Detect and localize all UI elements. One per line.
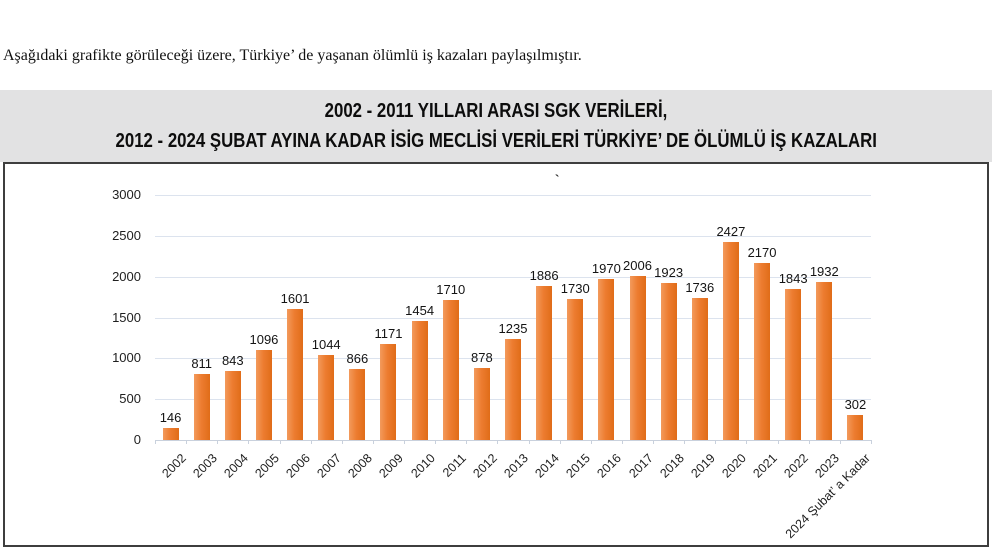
x-axis-tick [341, 440, 343, 444]
bar-2006 [287, 309, 304, 440]
x-axis-tick [186, 440, 188, 444]
data-label: 1970 [591, 261, 621, 277]
bar-2024 Şubat’ a Kadar [847, 415, 864, 440]
x-axis-tick [528, 440, 530, 444]
bar-2003 [193, 373, 210, 440]
data-label: 878 [471, 350, 493, 366]
y-tick-label: 1000 [112, 350, 141, 366]
data-label: 2170 [747, 244, 777, 260]
bar-2019 [691, 298, 708, 440]
data-label: 1932 [809, 264, 839, 280]
y-tick-label: 2500 [112, 227, 141, 243]
bar-2021 [754, 262, 771, 440]
x-axis-tick [248, 440, 250, 444]
x-axis-tick [217, 440, 219, 444]
bar-2005 [255, 350, 272, 440]
x-axis-tick [715, 440, 717, 444]
data-label: 302 [844, 397, 867, 413]
bar-2016 [598, 279, 615, 440]
y-tick-label: 500 [119, 391, 141, 407]
data-label: 1454 [405, 303, 435, 319]
data-label: 2427 [716, 223, 746, 239]
banner-title-line2: 2012 - 2024 ŞUBAT AYINA KADAR İSİG MECLİ… [115, 130, 877, 152]
bar-2002 [162, 428, 179, 440]
data-label: 1044 [311, 336, 341, 352]
x-axis-tick [653, 440, 655, 444]
bar-2007 [318, 354, 335, 440]
data-label: 866 [346, 351, 369, 367]
data-label: 811 [191, 355, 213, 371]
x-axis-tick [279, 440, 281, 444]
gridline [155, 317, 871, 319]
gridline [155, 276, 871, 278]
x-axis-tick [435, 440, 437, 444]
x-axis-line [155, 440, 871, 441]
bar-2017 [629, 276, 646, 440]
x-axis-tick [559, 440, 561, 444]
data-label: 1730 [560, 280, 590, 296]
data-label: 1235 [498, 321, 528, 337]
x-axis-tick [621, 440, 623, 444]
x-axis-tick [155, 440, 156, 444]
x-axis-tick [310, 440, 312, 444]
x-axis-tick [839, 440, 841, 444]
data-label: 1736 [685, 280, 715, 296]
data-label: 1096 [249, 332, 279, 348]
x-axis-tick [466, 440, 468, 444]
gridline [155, 235, 871, 237]
x-axis-tick [871, 440, 872, 444]
x-axis-tick [684, 440, 686, 444]
data-label: 1601 [280, 291, 310, 307]
chart-mini-title: ` [555, 172, 560, 187]
banner-title-line1: 2002 - 2011 YILLARI ARASI SGK VERİLERİ, [324, 100, 668, 122]
data-label: 1171 [374, 326, 403, 342]
data-label: 1843 [778, 271, 808, 287]
data-label: 2006 [623, 258, 652, 274]
bar-2012 [473, 368, 490, 440]
bar-2009 [380, 344, 397, 440]
bar-2013 [505, 339, 521, 440]
x-axis-tick [372, 440, 374, 444]
y-tick-label: 1500 [112, 309, 141, 325]
data-label: 146 [159, 410, 182, 426]
bar-2014 [536, 285, 553, 440]
chart-banner: 2002 - 2011 YILLARI ARASI SGK VERİLERİ, … [0, 90, 992, 162]
bar-2010 [411, 321, 428, 440]
data-label: 1710 [436, 282, 466, 298]
bar-2004 [224, 371, 241, 440]
bar-2011 [442, 300, 459, 440]
bar-2023 [816, 282, 833, 440]
bar-2020 [722, 241, 739, 440]
data-label: 1923 [654, 264, 684, 280]
x-axis-tick [497, 440, 499, 444]
x-axis-tick [808, 440, 810, 444]
data-label: 843 [221, 353, 244, 369]
bar-2008 [349, 369, 366, 440]
data-label: 1886 [529, 267, 559, 283]
x-axis-tick [746, 440, 748, 444]
y-tick-label: 0 [133, 432, 141, 447]
bar-2018 [660, 282, 677, 440]
bar-2015 [567, 298, 584, 440]
y-tick-label: 2000 [112, 268, 141, 284]
y-tick-label: 3000 [112, 187, 141, 202]
x-axis-tick [404, 440, 406, 444]
bar-chart: ` 0 500 1000 1500 2000 2500 3000 146 811 843 1096… [3, 162, 989, 547]
x-axis-tick [590, 440, 592, 444]
x-axis-tick [777, 440, 779, 444]
bar-2022 [785, 289, 802, 440]
gridline [155, 195, 871, 196]
intro-text: Aşağıdaki grafikte görüleceği üzere, Tür… [3, 47, 582, 64]
